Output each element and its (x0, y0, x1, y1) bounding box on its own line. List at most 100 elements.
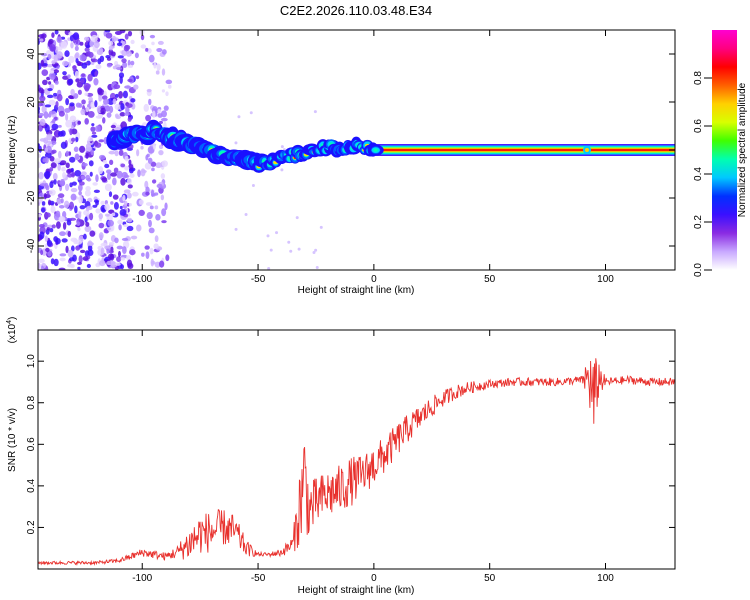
noise-blob (99, 55, 105, 63)
noise-blob (65, 98, 70, 106)
noise-blob (78, 195, 83, 204)
noise-blob (289, 249, 293, 253)
noise-blob (69, 102, 75, 107)
noise-blob (87, 73, 93, 82)
noise-blob (138, 199, 144, 205)
noise-blob (53, 258, 59, 267)
noise-blob (280, 145, 284, 149)
noise-blob (90, 149, 95, 156)
noise-blob (158, 149, 164, 156)
noise-blob (100, 242, 108, 247)
noise-blob (44, 212, 51, 218)
noise-blob (128, 202, 132, 207)
noise-blob (113, 167, 119, 174)
noise-blob (62, 75, 69, 80)
noise-blob (107, 219, 114, 227)
spectrogram-x-label: Height of straight line (km) (298, 285, 415, 296)
noise-blob (98, 139, 105, 143)
noise-blob (74, 53, 79, 60)
noise-blob (81, 99, 86, 105)
noise-blob (149, 247, 154, 255)
noise-blob (122, 194, 126, 202)
noise-blob (123, 200, 128, 207)
noise-blob (112, 177, 117, 186)
noise-blob (56, 93, 63, 102)
noise-blob (49, 43, 56, 52)
noise-blob (62, 60, 69, 67)
noise-blob (124, 155, 129, 162)
noise-blob (113, 202, 119, 210)
colorbar-gradient (712, 30, 737, 270)
noise-blob (74, 205, 78, 214)
noise-blob (73, 93, 79, 99)
noise-blob (145, 186, 150, 194)
noise-blob (165, 254, 170, 262)
noise-blob (53, 92, 58, 97)
noise-blob (130, 235, 138, 240)
y-tick-label: 0.8 (26, 395, 37, 409)
noise-blob (111, 35, 117, 43)
noise-blob (154, 205, 159, 210)
noise-blob (66, 220, 72, 226)
spectrogram-panel: -100 -50 0 50 100 -40 -20 0 20 40 Height of stra… (7, 29, 676, 296)
noise-blob (153, 192, 159, 196)
noise-blob (121, 171, 128, 179)
noise-blob (130, 144, 134, 149)
noise-blob (55, 221, 61, 229)
noise-blob (251, 183, 255, 187)
noise-blob (135, 75, 140, 80)
noise-blob (77, 120, 81, 125)
noise-blob (161, 208, 167, 217)
noise-blob (90, 61, 95, 65)
noise-blob (121, 58, 127, 64)
noise-blob (38, 145, 42, 153)
noise-blob (234, 227, 238, 231)
noise-blob (65, 119, 73, 128)
noise-blob (86, 263, 91, 268)
noise-blob (49, 181, 54, 189)
noise-blob (67, 173, 73, 178)
noise-blob (124, 112, 130, 116)
noise-blob (48, 38, 54, 45)
noise-blob (77, 266, 81, 270)
noise-blob (93, 41, 100, 49)
x-tick-label: -100 (132, 274, 152, 285)
noise-blob (91, 123, 95, 127)
noise-blob (51, 60, 56, 65)
noise-blob (87, 111, 95, 118)
noise-blob (38, 102, 44, 107)
noise-blob (122, 224, 129, 228)
noise-blob (55, 101, 59, 108)
noise-blob (98, 166, 104, 175)
noise-blob (138, 209, 145, 217)
noise-blob (266, 234, 270, 238)
snr-background (38, 330, 675, 569)
noise-blob (48, 72, 56, 80)
noise-blob (120, 102, 125, 111)
noise-blob (122, 62, 128, 68)
noise-blob (70, 187, 78, 193)
noise-blob (41, 105, 47, 114)
spectrogram-band-stripe (373, 149, 675, 151)
noise-blob (161, 89, 166, 93)
noise-blob (297, 247, 301, 251)
noise-blob (156, 183, 163, 189)
noise-blob (112, 98, 117, 105)
noise-blob (99, 260, 106, 267)
noise-blob (269, 248, 273, 252)
noise-blob (120, 257, 126, 261)
noise-blob (75, 78, 80, 83)
noise-blob (95, 208, 101, 214)
noise-blob (110, 201, 114, 205)
noise-blob (64, 50, 70, 57)
noise-blob (85, 221, 90, 227)
noise-blob (106, 112, 112, 118)
noise-blob (160, 194, 165, 201)
colorbar-ticks: 0.0 0.2 0.4 0.6 0.8 (693, 71, 712, 277)
noise-blob (105, 105, 111, 112)
noise-blob (319, 225, 323, 229)
noise-blob (39, 138, 47, 142)
noise-blob (83, 36, 90, 41)
noise-blob (79, 54, 87, 62)
